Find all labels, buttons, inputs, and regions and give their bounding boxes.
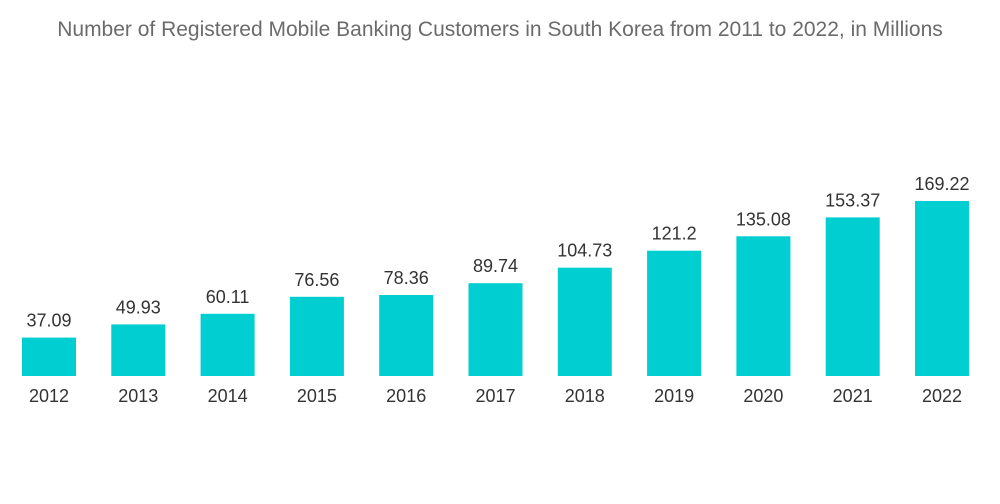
x-tick-label-2018: 2018 xyxy=(565,386,605,406)
x-tick-label-2013: 2013 xyxy=(118,386,158,406)
x-tick-label-2019: 2019 xyxy=(654,386,694,406)
value-label-2018: 104.73 xyxy=(557,241,612,261)
x-tick-label-2021: 2021 xyxy=(833,386,873,406)
x-tick-label-2015: 2015 xyxy=(297,386,337,406)
value-labels-group: 37.09 49.93 60.11 76.56 78.36 89.74 104.73 121.… xyxy=(26,174,969,331)
bar-2012 xyxy=(22,337,76,376)
value-label-2019: 121.2 xyxy=(652,224,697,244)
bar-2021 xyxy=(825,217,880,376)
bar-2016 xyxy=(379,295,434,376)
x-tick-label-2022: 2022 xyxy=(922,386,962,406)
x-axis-tick-labels: 2012 2013 2014 2015 2016 2017 2018 2019 2020 2021… xyxy=(29,386,962,406)
bars-group xyxy=(22,201,969,376)
bar-2015 xyxy=(289,296,344,376)
value-label-2013: 49.93 xyxy=(116,297,161,317)
value-label-2017: 89.74 xyxy=(473,256,518,276)
value-label-2016: 78.36 xyxy=(384,268,429,288)
value-label-2014: 60.11 xyxy=(206,287,250,307)
bar-2022 xyxy=(915,201,969,376)
value-label-2020: 135.08 xyxy=(736,209,791,229)
bar-2014 xyxy=(200,313,255,376)
value-label-2022: 169.22 xyxy=(914,174,969,194)
bar-2020 xyxy=(736,236,791,376)
x-tick-label-2020: 2020 xyxy=(743,386,783,406)
bar-2019 xyxy=(647,250,702,376)
value-label-2021: 153.37 xyxy=(825,190,880,210)
x-tick-label-2012: 2012 xyxy=(29,386,69,406)
value-label-2015: 76.56 xyxy=(294,270,339,290)
x-tick-label-2017: 2017 xyxy=(475,386,515,406)
bar-2018 xyxy=(557,267,612,376)
value-label-2012: 37.09 xyxy=(26,311,71,331)
x-tick-label-2016: 2016 xyxy=(386,386,426,406)
x-tick-label-2014: 2014 xyxy=(208,386,248,406)
bar-2013 xyxy=(111,324,166,376)
chart-title: Number of Registered Mobile Banking Cust… xyxy=(57,18,943,41)
bar-2017 xyxy=(468,283,523,376)
